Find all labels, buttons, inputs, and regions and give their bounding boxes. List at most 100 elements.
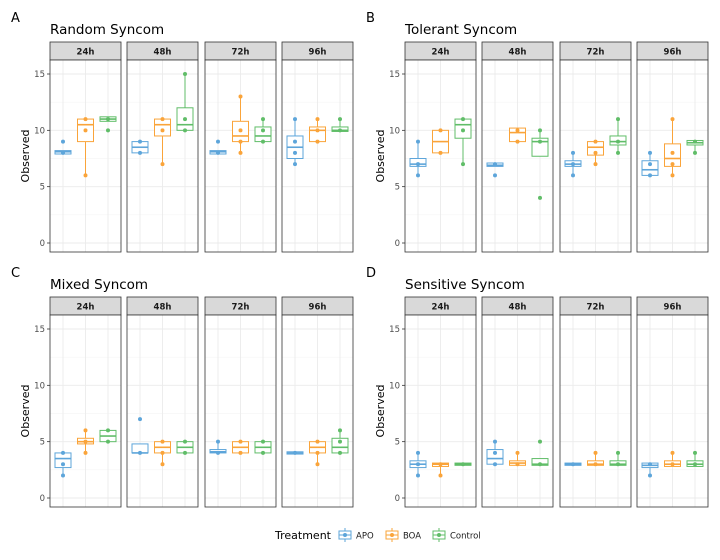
legend-item-boa: BOA <box>385 528 421 542</box>
facet-border <box>559 59 632 253</box>
data-point <box>416 473 420 478</box>
data-point <box>83 428 88 433</box>
y-tick-label: 15 <box>389 325 400 335</box>
data-point <box>160 162 165 167</box>
data-point <box>648 473 652 478</box>
facet-24h: 24h <box>404 41 477 253</box>
data-point <box>338 439 342 444</box>
data-point <box>106 439 110 444</box>
data-point <box>106 428 110 433</box>
data-point <box>416 450 420 455</box>
box-boa <box>587 450 604 467</box>
facet-strip-label: 72h <box>232 303 250 313</box>
data-point <box>593 450 598 455</box>
data-point <box>693 450 697 455</box>
data-point <box>293 139 297 144</box>
box-apo <box>486 439 504 467</box>
facet-strip-label: 72h <box>587 48 605 58</box>
legend: Treatment APO BOA Control <box>274 528 481 542</box>
data-point <box>338 128 342 133</box>
data-point <box>61 473 65 478</box>
data-point <box>238 139 243 144</box>
facet-strip-label: 72h <box>232 48 250 58</box>
box-boa <box>77 428 94 455</box>
data-point <box>538 439 542 444</box>
data-point <box>160 439 165 444</box>
facet-strip-label: 96h <box>664 48 682 58</box>
data-point <box>138 417 142 422</box>
data-point <box>83 128 88 133</box>
legend-item-apo: APO <box>338 528 374 542</box>
data-point <box>461 128 465 133</box>
facet-strip-label: 24h <box>77 303 95 313</box>
panel-a: A Random Syncom Observed 0 5 10 15 24h 48h 72h 96h <box>11 11 354 253</box>
panel-letter: A <box>11 11 20 26</box>
data-point <box>538 462 542 467</box>
data-point <box>493 162 497 167</box>
data-point <box>160 117 165 122</box>
data-point <box>670 150 675 155</box>
data-point <box>315 462 320 467</box>
data-point <box>293 162 297 167</box>
box-apo <box>409 139 427 178</box>
box-body <box>154 118 171 137</box>
data-point <box>616 150 620 155</box>
y-tick-label: 10 <box>34 126 45 136</box>
box-control <box>99 428 117 444</box>
data-point <box>61 150 65 155</box>
box-boa <box>509 450 526 467</box>
box-apo <box>286 450 304 455</box>
facet-24h: 24h <box>49 296 122 508</box>
data-point <box>238 450 243 455</box>
box-apo <box>286 117 304 167</box>
legend-key-point <box>390 533 394 537</box>
panel-letter: B <box>366 11 375 26</box>
box-boa <box>432 462 449 478</box>
box-apo <box>209 439 227 455</box>
data-point <box>83 439 88 444</box>
data-point <box>261 439 265 444</box>
y-tick-label: 5 <box>395 183 400 193</box>
box-apo <box>564 462 582 467</box>
facet-border <box>481 314 554 508</box>
facet-border <box>126 314 199 508</box>
data-point <box>183 72 187 76</box>
data-point <box>648 462 652 467</box>
data-point <box>238 128 243 133</box>
facet-strip-label: 48h <box>154 303 172 313</box>
data-point <box>670 173 675 178</box>
facet-border <box>204 59 277 253</box>
box-control <box>331 428 349 455</box>
box-control <box>176 439 194 455</box>
facet-strip-label: 48h <box>509 303 527 313</box>
y-tick-label: 0 <box>395 239 400 249</box>
box-boa <box>309 439 326 467</box>
box-boa <box>232 94 249 155</box>
data-point <box>670 162 675 167</box>
box-control <box>254 117 272 144</box>
box-control <box>454 117 472 167</box>
data-point <box>338 428 342 433</box>
facet-96h: 96h <box>636 41 709 253</box>
data-point <box>493 173 497 178</box>
data-point <box>160 462 165 467</box>
box-control <box>609 450 627 467</box>
y-tick-label: 10 <box>389 126 400 136</box>
facet-border <box>404 59 477 253</box>
legend-title: Treatment <box>274 529 332 542</box>
data-point <box>461 462 465 467</box>
data-point <box>83 173 88 178</box>
data-point <box>438 150 443 155</box>
data-point <box>315 117 320 122</box>
y-tick-label: 0 <box>40 239 45 249</box>
data-point <box>216 439 220 444</box>
facet-border <box>281 314 354 508</box>
box-control <box>609 117 627 155</box>
data-point <box>138 450 142 455</box>
data-point <box>571 162 575 167</box>
data-point <box>648 150 652 155</box>
data-point <box>61 462 65 467</box>
data-point <box>238 94 243 99</box>
box-apo <box>641 462 659 478</box>
